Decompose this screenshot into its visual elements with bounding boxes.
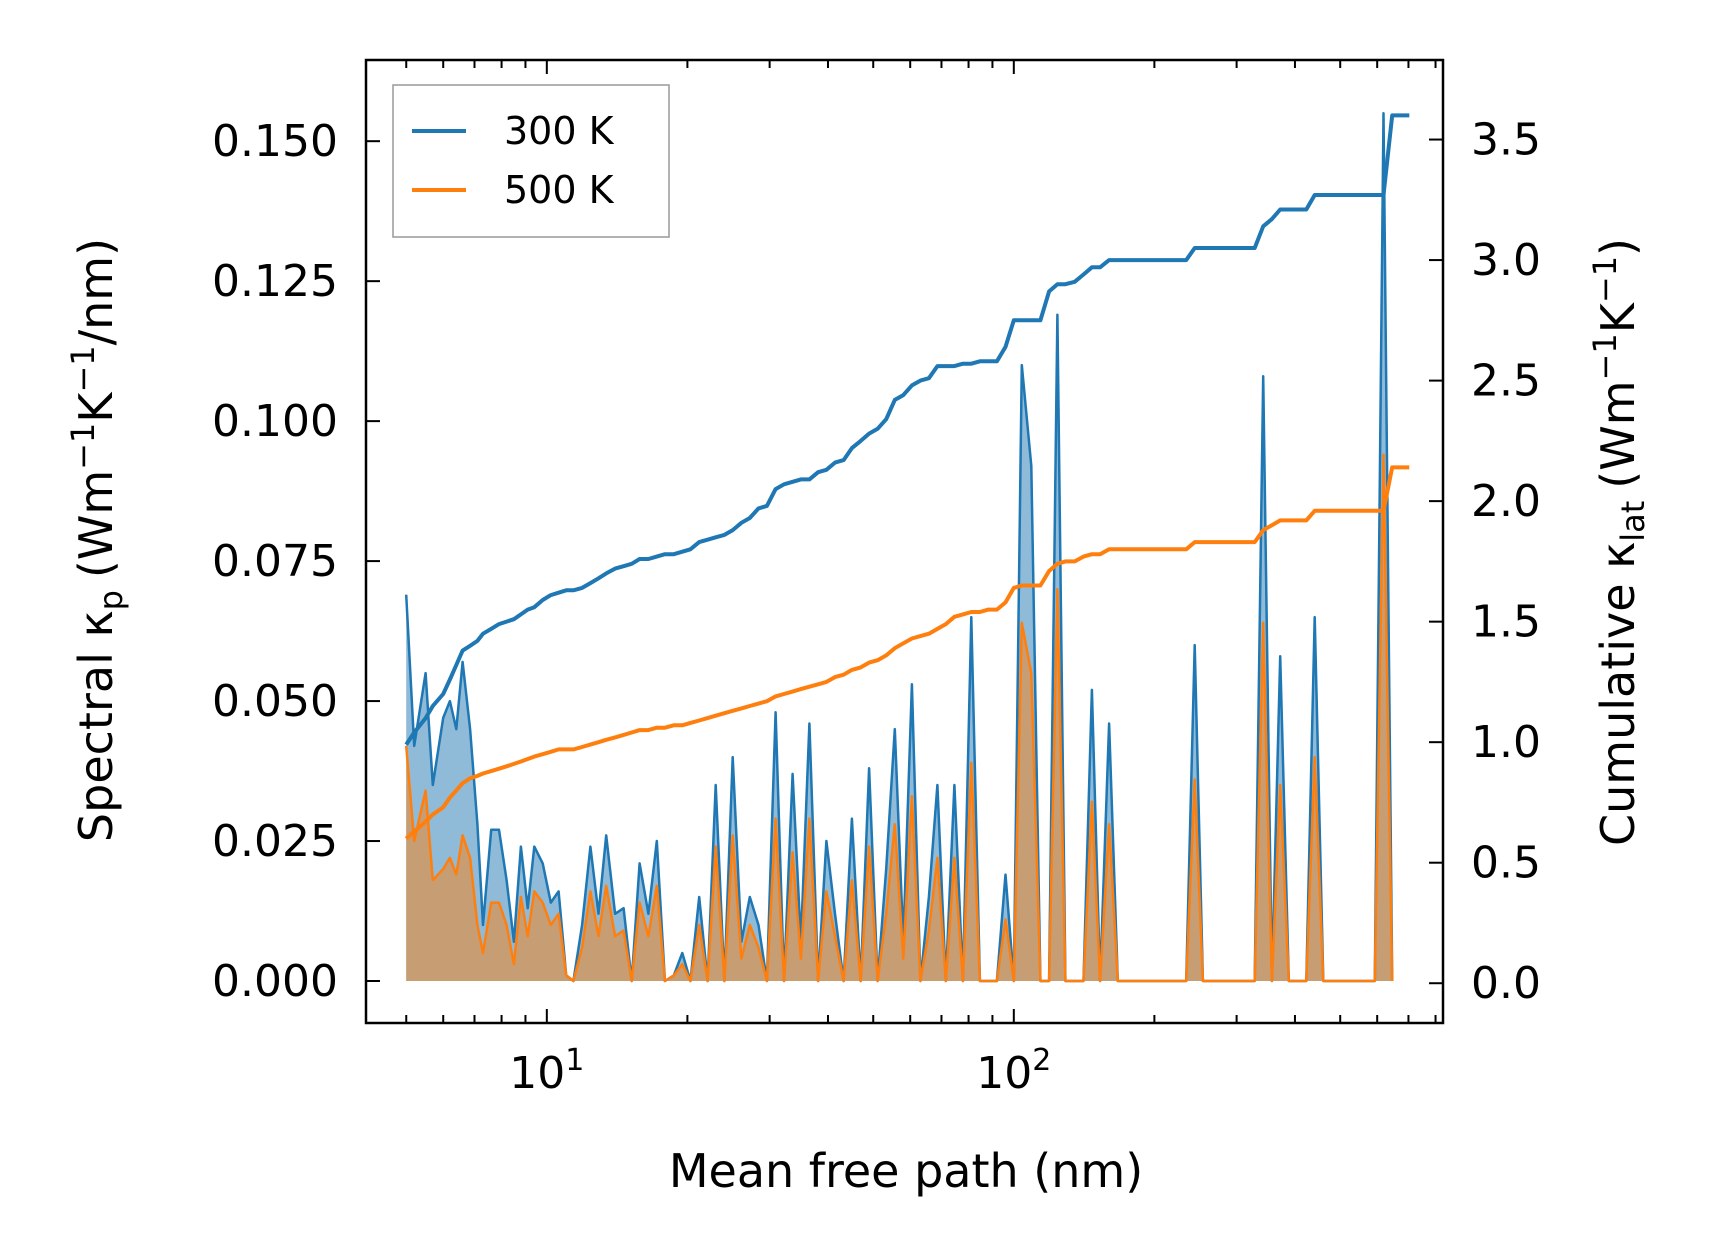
y-left-tick-label: 0.100 bbox=[212, 396, 338, 447]
plot-frame bbox=[364, 58, 1445, 1025]
y-left-tick-label: 0.050 bbox=[212, 676, 338, 727]
y-right-tick-label: 3.0 bbox=[1471, 235, 1541, 286]
plot-area bbox=[404, 111, 1410, 983]
y-left-tick-label: 0.075 bbox=[212, 536, 338, 587]
x-tick-label: 101 bbox=[509, 1043, 584, 1099]
y-left-tick-label: 0.000 bbox=[212, 956, 338, 1007]
x-tick-label: 102 bbox=[976, 1043, 1051, 1099]
y-axis-left-title: Spectral κp(Wm−1K−1/nm) bbox=[64, 238, 130, 842]
cumulative-line-500k bbox=[404, 465, 1410, 841]
y-right-tick-label: 2.0 bbox=[1471, 476, 1541, 527]
y-right-tick-label: 0.5 bbox=[1471, 838, 1541, 889]
legend-label-500k: 500 K bbox=[504, 168, 615, 212]
spectral-fill-300k bbox=[406, 113, 1393, 981]
legend-label-300k: 300 K bbox=[504, 109, 615, 153]
y-right-tick-label: 3.5 bbox=[1471, 115, 1541, 166]
y-right-tick-label: 0.0 bbox=[1471, 958, 1541, 1009]
y-left-tick-label: 0.125 bbox=[212, 256, 338, 307]
x-axis-title: Mean free path (nm) bbox=[669, 1144, 1143, 1198]
spectral-line-300k bbox=[404, 111, 1394, 983]
spectral-line-500k bbox=[404, 453, 1394, 983]
spectral-fill-500k bbox=[406, 454, 1393, 981]
y-right-tick-label: 2.5 bbox=[1471, 356, 1541, 407]
y-right-tick-label: 1.0 bbox=[1471, 717, 1541, 768]
legend: 300 K 500 K bbox=[392, 84, 670, 238]
y-left-tick-label: 0.025 bbox=[212, 816, 338, 867]
legend-box bbox=[392, 84, 670, 238]
y-left-tick-label: 0.150 bbox=[212, 116, 338, 167]
cumulative-line-300k bbox=[404, 113, 1410, 746]
y-axis-right-title: Cumulative κlat(Wm−1K−1) bbox=[1586, 238, 1652, 846]
y-right-tick-label: 1.5 bbox=[1471, 597, 1541, 648]
axes: 101 102 0.000 0.025 0.050 0.075 0.100 0.125 0.15… bbox=[212, 58, 1541, 1099]
